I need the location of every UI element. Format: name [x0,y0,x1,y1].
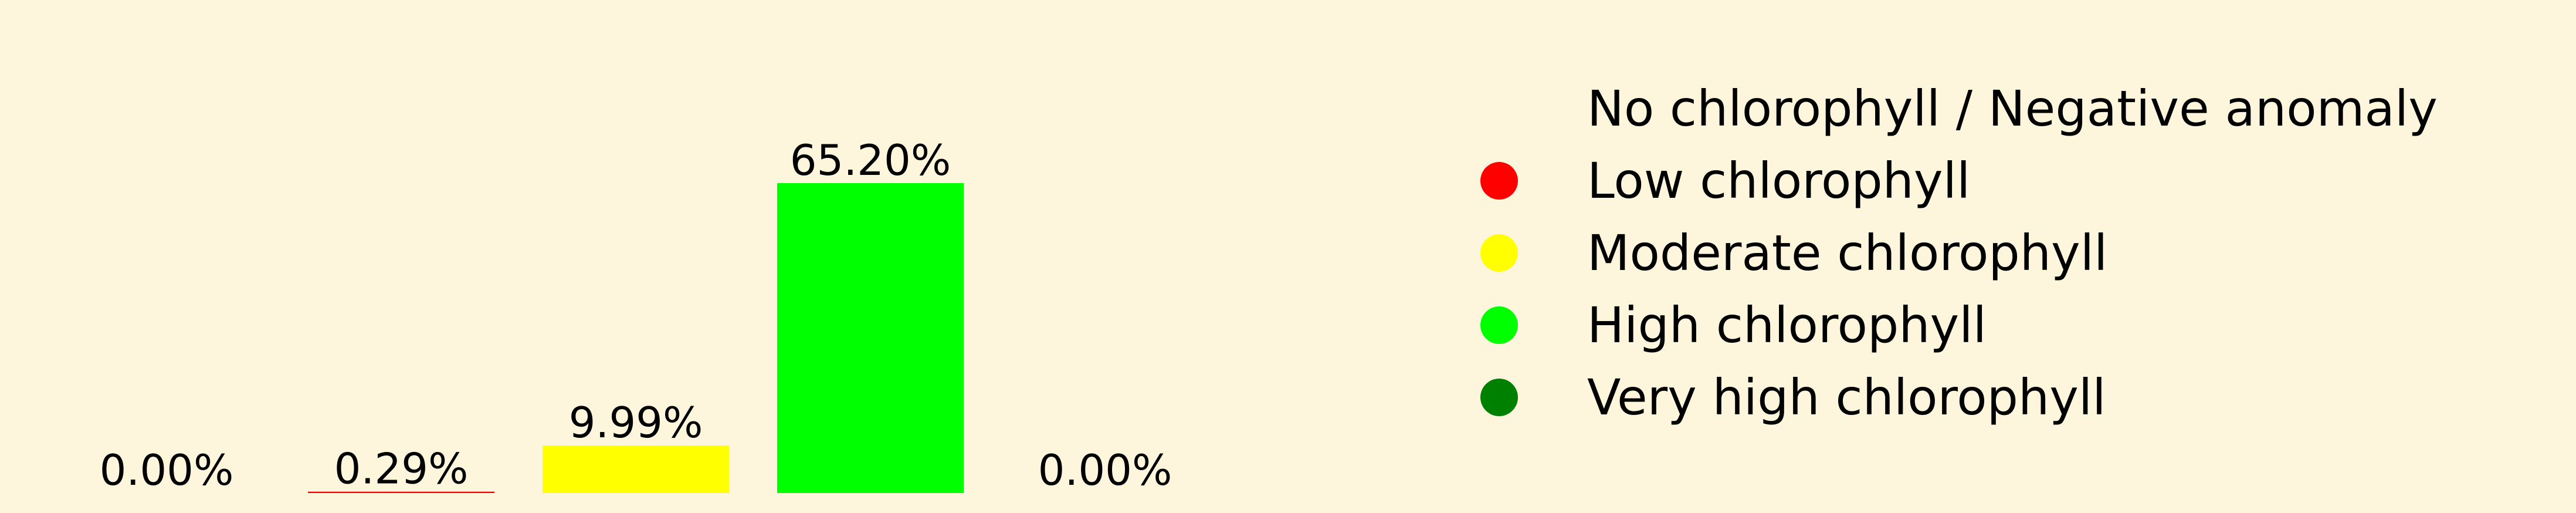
bar-value-label-4: 65.20% [790,136,951,185]
bars-layer [308,183,964,493]
bar-value-label-5: 0.00% [1038,446,1172,495]
bar-value-label-1: 0.00% [100,446,234,495]
data-labels-layer: 0.00% 0.29% 9.99% 65.20% 0.00% [100,136,1172,495]
legend-marker-3 [1480,234,1518,272]
legend-marker-4 [1480,306,1518,344]
legend-marker-5 [1480,379,1518,416]
legend-marker-1 [1480,90,1518,127]
legend-marker-2 [1480,162,1518,200]
legend-label-5: Very high chlorophyll [1587,369,2106,426]
bar-value-label-3: 9.99% [569,398,703,447]
bar-3 [543,446,729,493]
bar-2 [308,491,494,493]
legend-label-1: No chlorophyll / Negative anomaly [1587,80,2438,137]
bar-4 [777,183,964,493]
legend-label-3: Moderate chlorophyll [1587,224,2107,282]
bar-value-label-2: 0.29% [334,444,469,494]
legend: No chlorophyll / Negative anomaly Low chl… [1480,80,2438,426]
legend-label-2: Low chlorophyll [1587,152,1970,210]
legend-label-4: High chlorophyll [1587,296,1987,354]
